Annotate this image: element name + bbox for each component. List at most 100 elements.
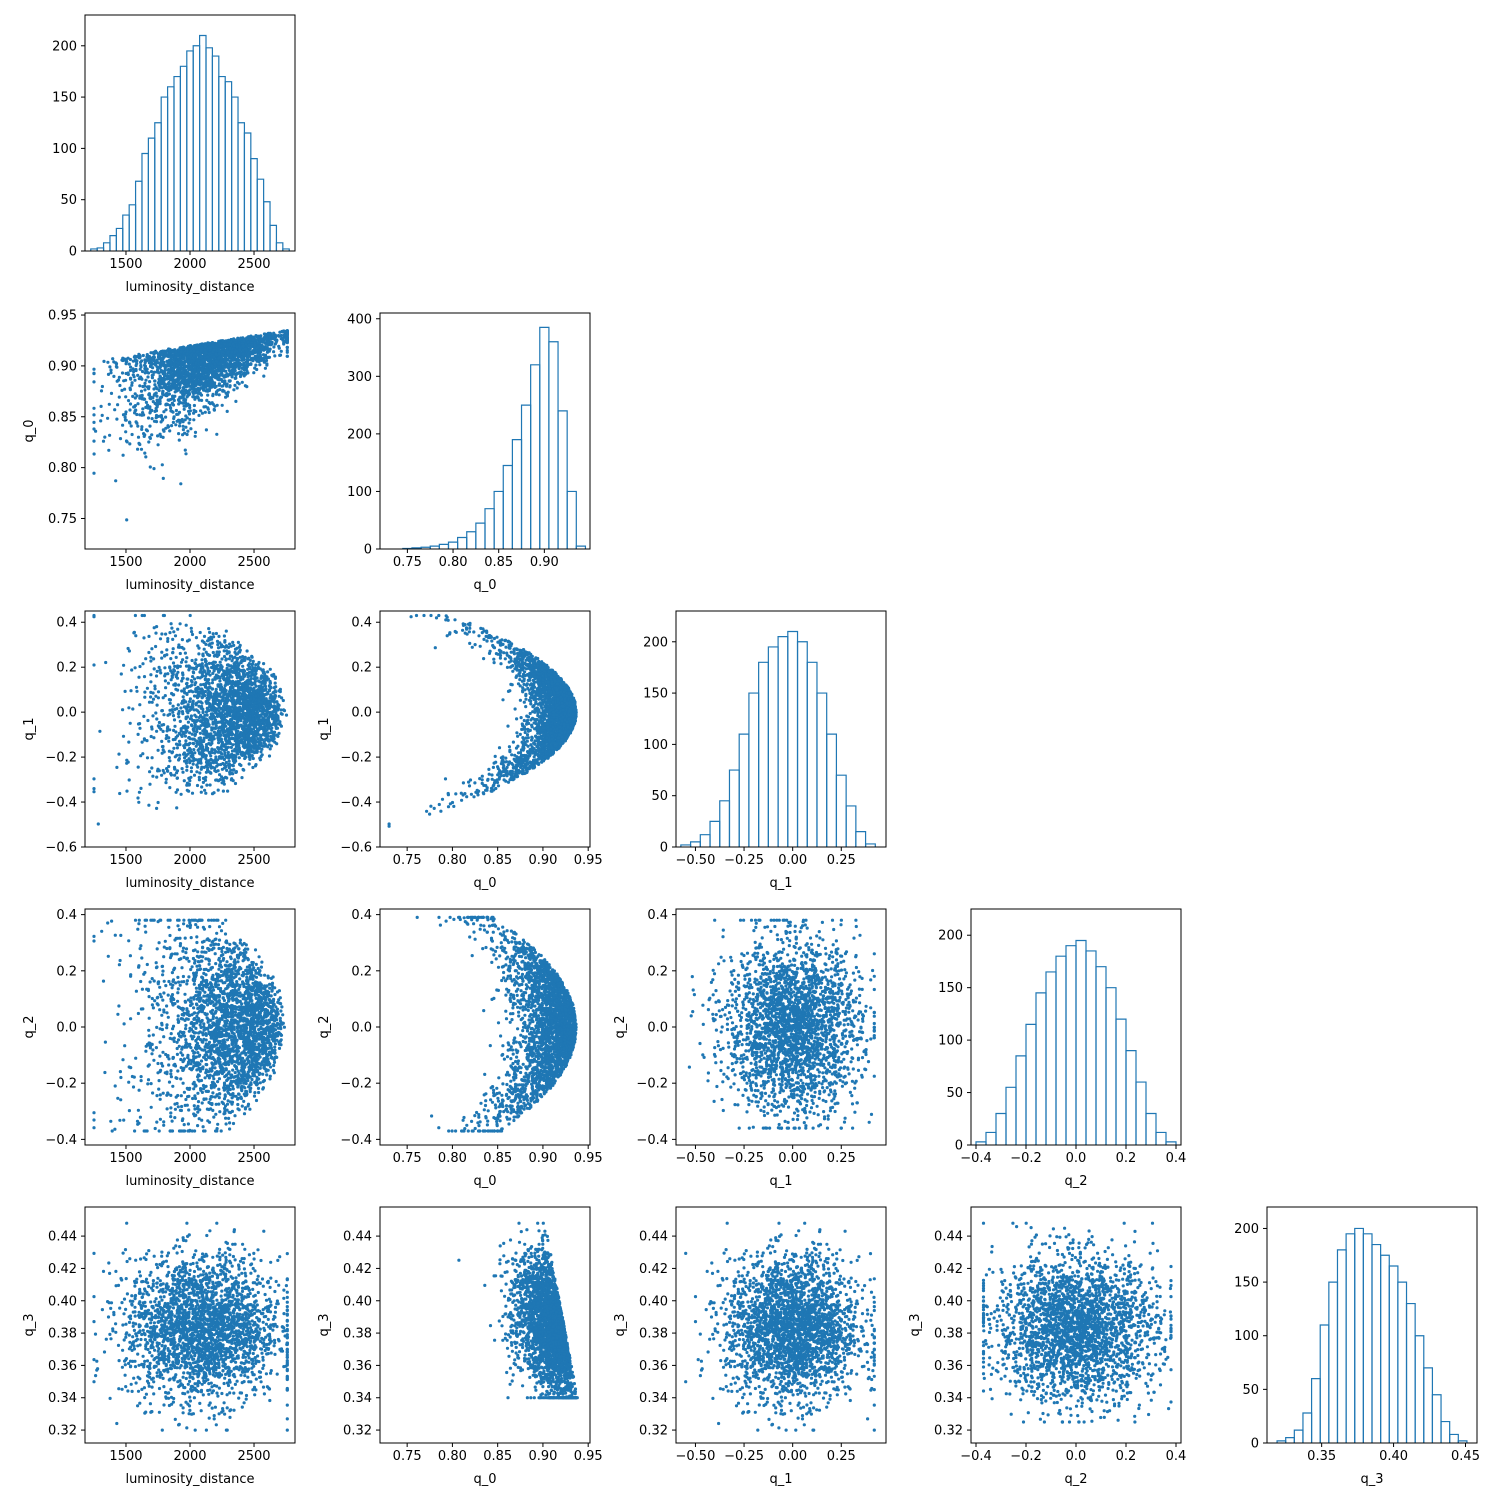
scatter-point [149, 690, 153, 695]
scatter-point [132, 405, 137, 409]
scatter-point [232, 643, 236, 648]
scatter-point [221, 347, 225, 351]
scatter-point [238, 374, 243, 379]
plot-area [90, 34, 290, 251]
scatter-point [136, 447, 140, 451]
scatter-point [178, 355, 182, 359]
scatter-point [149, 370, 154, 374]
scatter-point [229, 370, 233, 374]
y-tick-label: 200 [52, 39, 77, 54]
scatter-point [202, 765, 206, 770]
scatter-point [189, 349, 193, 353]
scatter-point [188, 741, 192, 746]
scatter-point [228, 385, 232, 389]
scatter-point [248, 757, 252, 761]
scatter-point [179, 482, 183, 486]
scatter-point [282, 341, 286, 345]
scatter-point [166, 637, 170, 641]
scatter-point [159, 369, 163, 373]
scatter-point [218, 699, 222, 703]
scatter-point [251, 352, 255, 356]
scatter-point [204, 674, 208, 678]
scatter-point [226, 338, 231, 342]
scatter-point [187, 668, 191, 672]
scatter-point [277, 694, 281, 698]
scatter-point [99, 419, 103, 423]
scatter-point [203, 778, 208, 782]
scatter-point [225, 733, 229, 737]
scatter-point [145, 367, 149, 371]
scatter-point [218, 679, 222, 683]
scatter-point [154, 674, 159, 678]
scatter-point [133, 378, 137, 382]
x-tick-label: 2500 [237, 555, 270, 570]
scatter-point [198, 719, 202, 723]
scatter-point [268, 331, 272, 335]
scatter-point [249, 697, 253, 701]
scatter-point [234, 660, 238, 665]
scatter-point [211, 734, 215, 738]
scatter-point [164, 415, 168, 419]
scatter-point [188, 731, 192, 735]
scatter-point [231, 640, 235, 645]
scatter-point [156, 434, 160, 438]
scatter-point [167, 398, 171, 402]
scatter-point [235, 652, 239, 656]
scatter-point [144, 455, 148, 459]
scatter-point [174, 655, 178, 660]
scatter-point [217, 393, 221, 397]
scatter-point [182, 647, 186, 651]
scatter-point [179, 792, 183, 796]
scatter-point [136, 732, 140, 737]
scatter-point [253, 666, 257, 670]
scatter-point [168, 701, 172, 705]
scatter-point [212, 669, 216, 673]
scatter-point [236, 657, 240, 661]
scatter-point [280, 336, 285, 340]
scatter-point [135, 412, 139, 417]
scatter-point [241, 348, 245, 352]
scatter-point [258, 706, 262, 710]
scatter-point [191, 741, 195, 745]
scatter-point [246, 340, 250, 345]
scatter-point [254, 335, 259, 339]
scatter-point [163, 674, 167, 678]
scatter-point [188, 417, 192, 422]
scatter-point [99, 389, 104, 393]
scatter-point [285, 329, 289, 333]
scatter-point [154, 416, 158, 420]
scatter-point [120, 388, 124, 392]
scatter-point [142, 613, 146, 618]
scatter-point [92, 420, 96, 424]
x-tick-label: 0.90 [530, 555, 559, 570]
scatter-point [114, 479, 118, 483]
histogram-bin [173, 75, 181, 251]
scatter-point [149, 659, 153, 663]
scatter-point [233, 383, 237, 387]
scatter-point [209, 695, 213, 699]
histogram-bin [539, 326, 550, 549]
scatter-point [150, 700, 154, 704]
scatter-point [172, 746, 176, 750]
scatter-point [258, 353, 262, 357]
scatter-point [234, 399, 238, 403]
scatter-point [270, 730, 274, 734]
scatter-point [125, 440, 129, 444]
scatter-point [262, 360, 266, 364]
scatter-point [251, 756, 255, 761]
scatter-point [246, 709, 250, 713]
scatter-point [184, 623, 188, 627]
scatter-point [168, 361, 173, 365]
scatter-point [188, 375, 192, 379]
scatter-point [223, 753, 227, 757]
scatter-point [175, 746, 179, 750]
scatter-point [142, 714, 146, 719]
scatter-point [223, 359, 227, 363]
plot-area [92, 329, 289, 522]
scatter-point [173, 360, 177, 364]
scatter-point [215, 639, 220, 644]
scatter-point [237, 382, 241, 386]
scatter-point [183, 389, 187, 393]
scatter-point [189, 769, 193, 774]
scatter-point [274, 710, 278, 714]
